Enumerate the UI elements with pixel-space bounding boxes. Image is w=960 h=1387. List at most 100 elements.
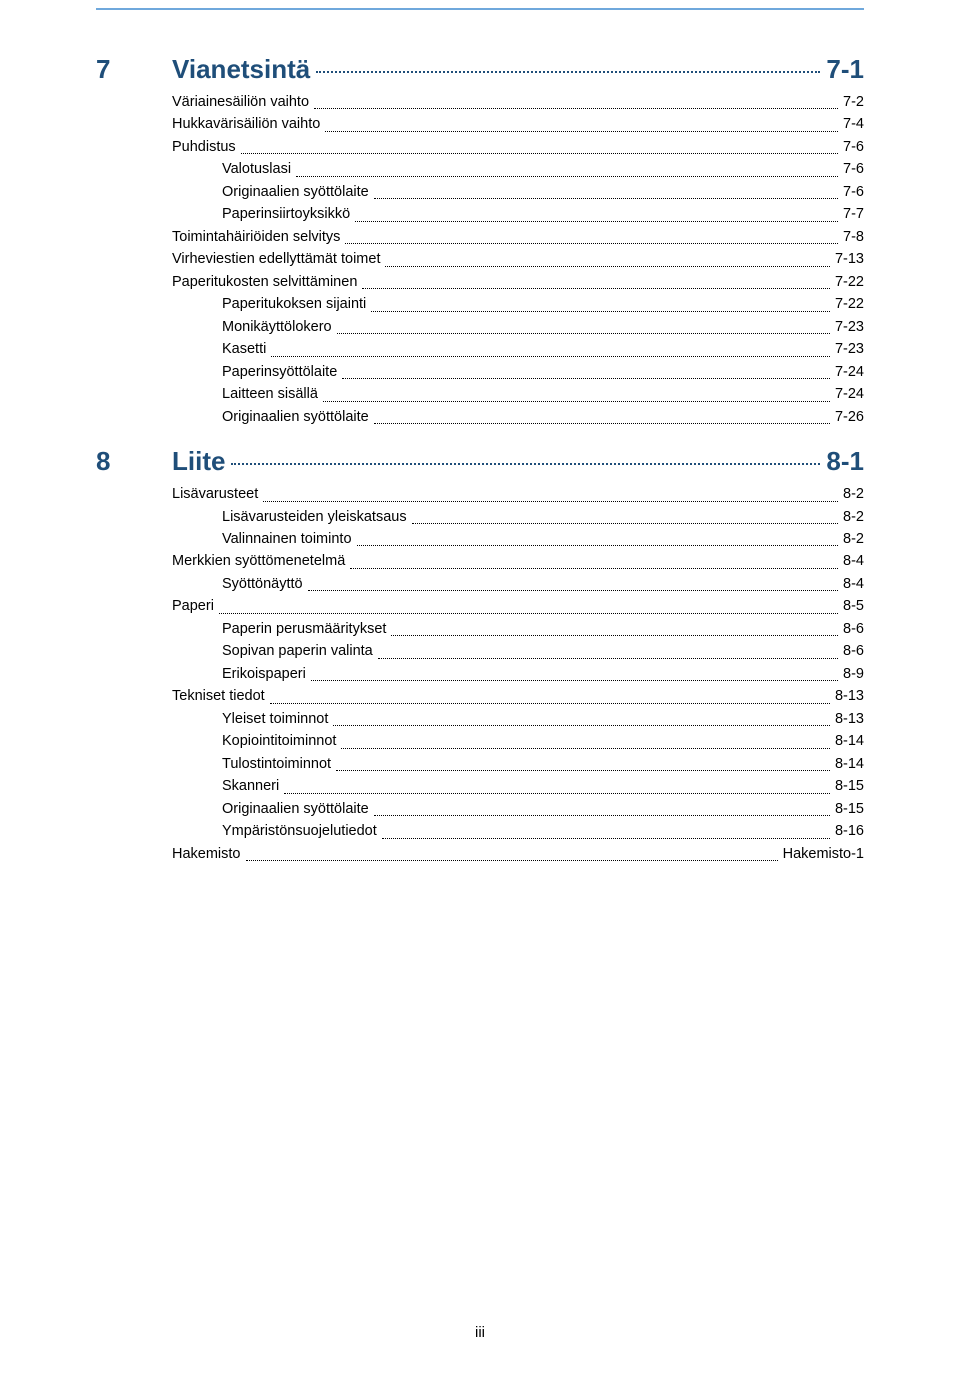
section-8-title[interactable]: Liite (172, 446, 225, 477)
toc-entry[interactable]: HakemistoHakemisto-1 (96, 843, 864, 865)
toc-entry-label: Paperitukosten selvittäminen (172, 271, 357, 293)
section-leader (231, 463, 820, 465)
toc-entry-page: 7-6 (843, 181, 864, 203)
toc-entry-page: 8-15 (835, 775, 864, 797)
toc-leader (246, 860, 778, 861)
toc-entry-page: 8-13 (835, 708, 864, 730)
toc-entry[interactable]: Erikoispaperi8-9 (96, 663, 864, 685)
toc-entry[interactable]: Merkkien syöttömenetelmä8-4 (96, 550, 864, 572)
toc-entry-label: Tekniset tiedot (172, 685, 265, 707)
toc-leader (284, 793, 830, 794)
toc-entry-label: Tulostintoiminnot (222, 753, 331, 775)
toc-entry[interactable]: Hukkavärisäiliön vaihto 7-4 (96, 113, 864, 135)
toc-entry[interactable]: Kopiointitoiminnot8-14 (96, 730, 864, 752)
toc-leader (412, 523, 838, 524)
toc-entry[interactable]: Skanneri8-15 (96, 775, 864, 797)
toc-entry[interactable]: Paperinsyöttölaite 7-24 (96, 361, 864, 383)
toc-entry-page: 8-2 (843, 506, 864, 528)
toc-entry-label: Laitteen sisällä (222, 383, 318, 405)
toc-entry-page: 8-2 (843, 483, 864, 505)
toc-entry-label: Lisävarusteet (172, 483, 258, 505)
toc-entry-label: Hukkavärisäiliön vaihto (172, 113, 320, 135)
toc-entry-page: 8-4 (843, 550, 864, 572)
toc-entry-label: Yleiset toiminnot (222, 708, 328, 730)
toc-entry-page: 8-14 (835, 753, 864, 775)
toc-entry[interactable]: Puhdistus 7-6 (96, 136, 864, 158)
toc-entry[interactable]: Originaalien syöttölaite 7-26 (96, 406, 864, 428)
toc-entry[interactable]: Paperi8-5 (96, 595, 864, 617)
toc-leader (371, 311, 830, 312)
toc-entry[interactable]: Tulostintoiminnot 8-14 (96, 753, 864, 775)
toc-entry[interactable]: Ympäristönsuojelutiedot8-16 (96, 820, 864, 842)
toc-entry[interactable]: Originaalien syöttölaite 8-15 (96, 798, 864, 820)
toc-entry[interactable]: Yleiset toiminnot 8-13 (96, 708, 864, 730)
toc-entry[interactable]: Tekniset tiedot 8-13 (96, 685, 864, 707)
toc-entry[interactable]: Sopivan paperin valinta8-6 (96, 640, 864, 662)
toc-leader (325, 131, 838, 132)
section-7-title[interactable]: Vianetsintä (172, 54, 310, 85)
toc-entry[interactable]: Valotuslasi 7-6 (96, 158, 864, 180)
toc-entry[interactable]: Virheviestien edellyttämät toimet7-13 (96, 248, 864, 270)
section-8-head: 8 Liite 8-1 (96, 446, 864, 477)
toc-entry-label: Paperinsyöttölaite (222, 361, 337, 383)
toc-leader (241, 153, 838, 154)
toc-entry-label: Valotuslasi (222, 158, 291, 180)
toc-entry[interactable]: Valinnainen toiminto8-2 (96, 528, 864, 550)
toc-leader (270, 703, 830, 704)
toc-entry-label: Toimintahäiriöiden selvitys (172, 226, 340, 248)
toc-entry-page: 7-8 (843, 226, 864, 248)
toc-entry[interactable]: Paperin perusmääritykset 8-6 (96, 618, 864, 640)
toc-entry-page: 7-24 (835, 383, 864, 405)
section-7-page: 7-1 (826, 54, 864, 85)
toc-leader (296, 176, 838, 177)
toc-entry-page: 7-13 (835, 248, 864, 270)
toc-entry-page: 7-6 (843, 136, 864, 158)
toc-entry-page: 7-7 (843, 203, 864, 225)
toc-entry-page: 7-24 (835, 361, 864, 383)
toc-entry[interactable]: Paperitukosten selvittäminen 7-22 (96, 271, 864, 293)
toc-entry[interactable]: Monikäyttölokero7-23 (96, 316, 864, 338)
toc-leader (362, 288, 830, 289)
toc-entry-label: Paperin perusmääritykset (222, 618, 386, 640)
toc-entry-page: 7-23 (835, 338, 864, 360)
top-rule (96, 8, 864, 10)
toc-entry-page: 7-26 (835, 406, 864, 428)
toc-entry[interactable]: Syöttönäyttö 8-4 (96, 573, 864, 595)
toc-entry-page: 7-23 (835, 316, 864, 338)
toc-entry-page: 8-6 (843, 618, 864, 640)
toc-entry[interactable]: Väriainesäiliön vaihto7-2 (96, 91, 864, 113)
toc-entry[interactable]: Laitteen sisällä 7-24 (96, 383, 864, 405)
toc-entry[interactable]: Kasetti7-23 (96, 338, 864, 360)
toc-leader (337, 333, 830, 334)
section-8: 8 Liite 8-1 Lisävarusteet 8-2Lisävarustei… (96, 446, 864, 865)
toc-entry[interactable]: Toimintahäiriöiden selvitys 7-8 (96, 226, 864, 248)
toc-entry-label: Originaalien syöttölaite (222, 798, 369, 820)
toc-entry-label: Originaalien syöttölaite (222, 406, 369, 428)
toc-entry-page: 8-13 (835, 685, 864, 707)
toc-leader (342, 378, 830, 379)
toc-entry-page: 8-4 (843, 573, 864, 595)
section-7: 7 Vianetsintä 7-1 Väriainesäiliön vaihto… (96, 54, 864, 428)
toc-entry-page: 7-4 (843, 113, 864, 135)
toc-entry-page: 7-22 (835, 293, 864, 315)
toc-entry-label: Puhdistus (172, 136, 236, 158)
toc-entry-page: 8-5 (843, 595, 864, 617)
toc-leader (263, 501, 838, 502)
toc-leader (378, 658, 838, 659)
toc-entry-page: 7-6 (843, 158, 864, 180)
toc-entry-page: Hakemisto-1 (783, 843, 864, 865)
toc-leader (271, 356, 830, 357)
toc-entry[interactable]: Paperinsiirtoyksikkö7-7 (96, 203, 864, 225)
toc-entry-page: 8-15 (835, 798, 864, 820)
toc-entry[interactable]: Originaalien syöttölaite 7-6 (96, 181, 864, 203)
toc-entry-label: Originaalien syöttölaite (222, 181, 369, 203)
toc-entry[interactable]: Lisävarusteet 8-2 (96, 483, 864, 505)
toc-entry-label: Syöttönäyttö (222, 573, 303, 595)
toc-leader (323, 401, 830, 402)
toc-leader (311, 680, 838, 681)
toc-entry-page: 7-22 (835, 271, 864, 293)
toc-leader (333, 725, 830, 726)
toc-entry[interactable]: Lisävarusteiden yleiskatsaus8-2 (96, 506, 864, 528)
toc-entry-page: 7-2 (843, 91, 864, 113)
toc-entry[interactable]: Paperitukoksen sijainti7-22 (96, 293, 864, 315)
